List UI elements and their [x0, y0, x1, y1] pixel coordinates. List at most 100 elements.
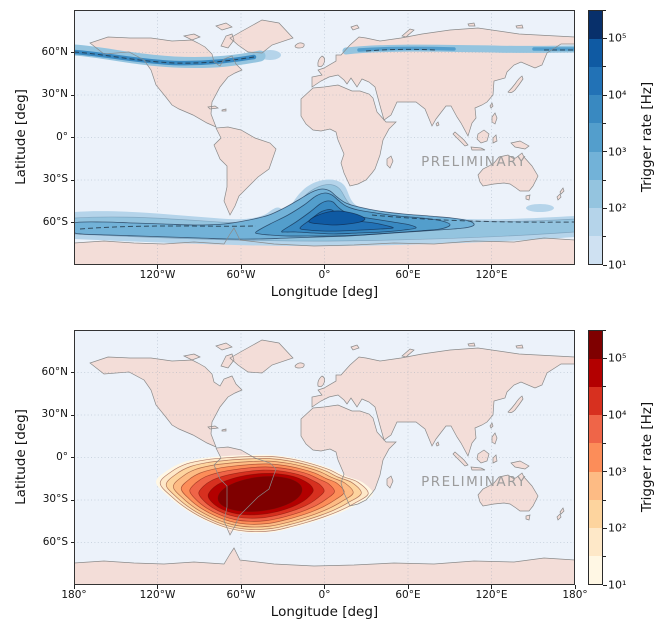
x-tick-label: 180° [562, 589, 588, 601]
contour-level [308, 210, 366, 226]
contour-line-america [74, 51, 255, 64]
x-axis-label: Longitude [deg] [270, 284, 379, 300]
y-tick-label: 60°N [41, 365, 68, 378]
colorbar-band [589, 235, 602, 264]
colorbar-minor-tick-mark [603, 386, 606, 388]
x-tick-label: 120°E [475, 269, 508, 281]
x-axis-label: Longitude [deg] [270, 604, 379, 620]
colorbar-minor-tick-mark [603, 179, 606, 181]
world-map: PRELIMINARY [74, 10, 575, 265]
colorbar-band [589, 331, 602, 360]
colorbar-tick-mark [603, 207, 607, 209]
world-map: PRELIMINARY [74, 330, 575, 585]
nested-contours [74, 188, 475, 240]
colorbar-tick-mark [603, 37, 607, 39]
colorbar-tick-label: 10² [608, 201, 627, 215]
colorbar-band [589, 123, 602, 152]
x-tick-label: 60°E [395, 269, 421, 281]
x-tick-label: 120°E [475, 589, 508, 601]
x-tick-mark [73, 585, 75, 589]
y-tick-label: 0° [56, 130, 68, 143]
colorbar-band [589, 95, 602, 124]
colorbar-tick-label: 10⁵ [608, 351, 627, 365]
colorbar-tick-label: 10¹ [608, 578, 627, 592]
y-tick-label: 0° [56, 450, 68, 463]
contour-level [217, 476, 303, 512]
colorbar-tick-label: 10³ [608, 465, 627, 479]
y-tick-label: 30°N [41, 88, 68, 100]
y-tick-label: 60°N [41, 45, 68, 58]
y-tick-mark [70, 414, 74, 416]
map-axes: PRELIMINARY [74, 330, 575, 585]
colorbar-minor-tick-mark [603, 9, 606, 11]
axes-frame [74, 330, 575, 585]
colorbar-tick-mark [603, 357, 607, 359]
colorbar-tick-mark [603, 527, 607, 529]
colorbar-tick-mark [603, 414, 607, 416]
axes-frame [74, 10, 575, 265]
x-tick-mark [240, 265, 242, 269]
colorbar-tick-mark [603, 151, 607, 153]
x-tick-label: 120°W [139, 589, 176, 601]
contour-patch-nz [526, 204, 554, 212]
colorbar-tick-label: 10¹ [608, 258, 627, 272]
colorbar-minor-tick-mark [603, 442, 606, 444]
colorbar-band [589, 39, 602, 68]
x-tick-label: 60°W [226, 589, 256, 601]
x-tick-label: 60°E [395, 589, 421, 601]
y-tick-label: 60°S [42, 535, 68, 548]
colorbar-band [589, 67, 602, 96]
colorbar-band [589, 527, 602, 556]
colorbar-tick-mark [603, 264, 607, 266]
colorbar-tick-mark [603, 471, 607, 473]
x-tick-mark [574, 585, 576, 589]
x-tick-mark [240, 585, 242, 589]
y-tick-mark [70, 137, 74, 138]
colorbar-band [589, 207, 602, 236]
colorbar-minor-tick-mark [603, 122, 606, 124]
colorbar [588, 10, 603, 265]
x-tick-label: 180° [61, 589, 87, 601]
colorbar-band [589, 555, 602, 584]
x-tick-mark [324, 585, 325, 589]
watermark: PRELIMINARY [421, 154, 527, 170]
y-tick-mark [70, 542, 74, 543]
x-tick-label: 0° [318, 269, 331, 281]
x-tick-label: 60°W [226, 269, 256, 281]
y-tick-mark [70, 372, 74, 373]
colorbar-band [589, 499, 602, 528]
colorbar-tick-label: 10⁴ [608, 88, 627, 102]
map-axes: PRELIMINARY [74, 10, 575, 265]
colorbar-minor-tick-mark [603, 66, 606, 68]
contours-blue [74, 44, 575, 247]
y-tick-mark [70, 179, 74, 181]
x-tick-mark [157, 585, 158, 589]
colorbar-label: Trigger rate [Hz] [639, 401, 655, 513]
y-tick-mark [70, 499, 74, 501]
y-tick-label: 30°S [42, 173, 68, 185]
y-tick-mark [70, 94, 74, 96]
x-tick-label: 0° [318, 589, 331, 601]
auroral-band-eurasia-inner-west [357, 46, 456, 52]
y-tick-mark [70, 52, 74, 53]
colorbar-band [589, 11, 602, 40]
colorbar [588, 330, 603, 585]
colorbar-band [589, 151, 602, 180]
y-tick-label: 30°N [41, 408, 68, 420]
colorbar-band [589, 471, 602, 500]
colorbar-tick-label: 10³ [608, 145, 627, 159]
colorbar-tick-mark [603, 94, 607, 96]
x-tick-mark [407, 585, 409, 589]
y-tick-label: 60°S [42, 215, 68, 228]
colorbar-tick-label: 10⁵ [608, 31, 627, 45]
x-tick-mark [491, 585, 492, 589]
colorbar-tick-mark [603, 584, 607, 586]
watermark: PRELIMINARY [421, 474, 527, 490]
colorbar-band [589, 443, 602, 472]
y-tick-label: 30°S [42, 493, 68, 505]
colorbar-tick-label: 10⁴ [608, 408, 627, 422]
x-tick-mark [324, 265, 325, 269]
colorbar-band [589, 179, 602, 208]
